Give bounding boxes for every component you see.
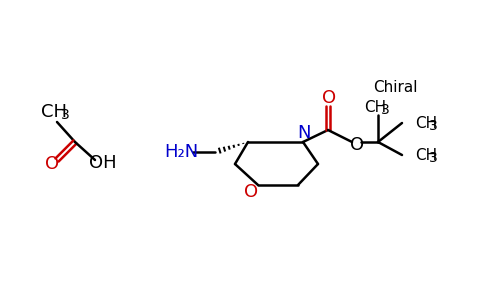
Text: CH: CH bbox=[415, 148, 437, 163]
Text: OH: OH bbox=[89, 154, 117, 172]
Text: N: N bbox=[297, 124, 311, 142]
Text: O: O bbox=[244, 183, 258, 201]
Text: CH: CH bbox=[364, 100, 386, 115]
Text: 3: 3 bbox=[429, 151, 438, 165]
Text: 3: 3 bbox=[429, 119, 438, 133]
Text: O: O bbox=[45, 155, 59, 173]
Text: Chiral: Chiral bbox=[373, 80, 417, 94]
Text: O: O bbox=[350, 136, 364, 154]
Text: 3: 3 bbox=[380, 103, 389, 117]
Text: CH: CH bbox=[41, 103, 67, 121]
Text: O: O bbox=[322, 89, 336, 107]
Text: CH: CH bbox=[415, 116, 437, 130]
Text: 3: 3 bbox=[60, 108, 69, 122]
Text: H₂N: H₂N bbox=[164, 143, 198, 161]
